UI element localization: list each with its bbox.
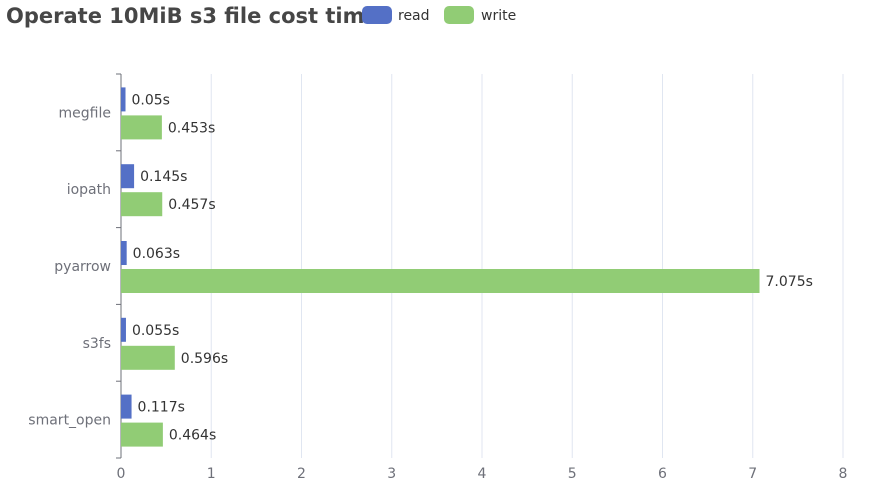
y-category-label-smart_open: smart_open (28, 413, 111, 429)
bars (121, 87, 760, 447)
bar-read-smart_open[interactable] (121, 394, 132, 419)
legend-label-write: write (481, 8, 516, 24)
x-tick-label-5: 5 (568, 466, 577, 482)
data-label-write-iopath: 0.457s (168, 197, 215, 213)
data-label-read-s3fs: 0.055s (132, 323, 179, 339)
bar-read-iopath[interactable] (121, 164, 135, 189)
x-tick-label-2: 2 (297, 466, 306, 482)
x-tick-label-1: 1 (207, 466, 216, 482)
bar-write-megfile[interactable] (121, 115, 162, 140)
bar-read-s3fs[interactable] (121, 317, 126, 342)
x-tick-label-3: 3 (387, 466, 396, 482)
data-label-write-megfile: 0.453s (168, 120, 215, 136)
data-label-write-s3fs: 0.596s (181, 351, 228, 367)
bar-write-smart_open[interactable] (121, 422, 163, 447)
x-tick-label-0: 0 (117, 466, 126, 482)
y-category-label-pyarrow: pyarrow (54, 259, 111, 275)
bar-read-pyarrow[interactable] (121, 241, 127, 265)
x-tick-label-4: 4 (478, 466, 487, 482)
bar-write-iopath[interactable] (121, 192, 163, 217)
data-label-write-pyarrow: 7.075s (766, 274, 813, 290)
bar-write-s3fs[interactable] (121, 345, 175, 370)
x-tick-label-7: 7 (748, 466, 757, 482)
bar-write-pyarrow[interactable] (121, 269, 760, 293)
x-tick-label-8: 8 (839, 466, 848, 482)
legend-swatch-read (362, 6, 392, 24)
x-tick-label-6: 6 (658, 466, 667, 482)
data-labels: 0.05s 0.453s 0.145s 0.457s 0.063s 7.075s 0.055… (132, 92, 813, 443)
legend-item-write[interactable]: write (444, 6, 516, 24)
chart-title: Operate 10MiB s3 file cost time (6, 4, 379, 28)
legend-label-read: read (398, 8, 430, 24)
grid-lines (210, 74, 844, 458)
data-label-write-smart_open: 0.464s (169, 428, 216, 444)
bar-read-megfile[interactable] (121, 87, 126, 112)
y-category-label-megfile: megfile (59, 105, 111, 121)
y-category-label-s3fs: s3fs (83, 336, 111, 352)
y-category-label-iopath: iopath (67, 182, 111, 198)
data-label-read-megfile: 0.05s (132, 92, 170, 108)
data-label-read-smart_open: 0.117s (138, 400, 185, 416)
legend: read write (362, 6, 516, 24)
legend-swatch-write (444, 6, 474, 24)
data-label-read-pyarrow: 0.063s (133, 246, 180, 262)
legend-item-read[interactable]: read (362, 6, 430, 24)
data-label-read-iopath: 0.145s (140, 169, 187, 185)
